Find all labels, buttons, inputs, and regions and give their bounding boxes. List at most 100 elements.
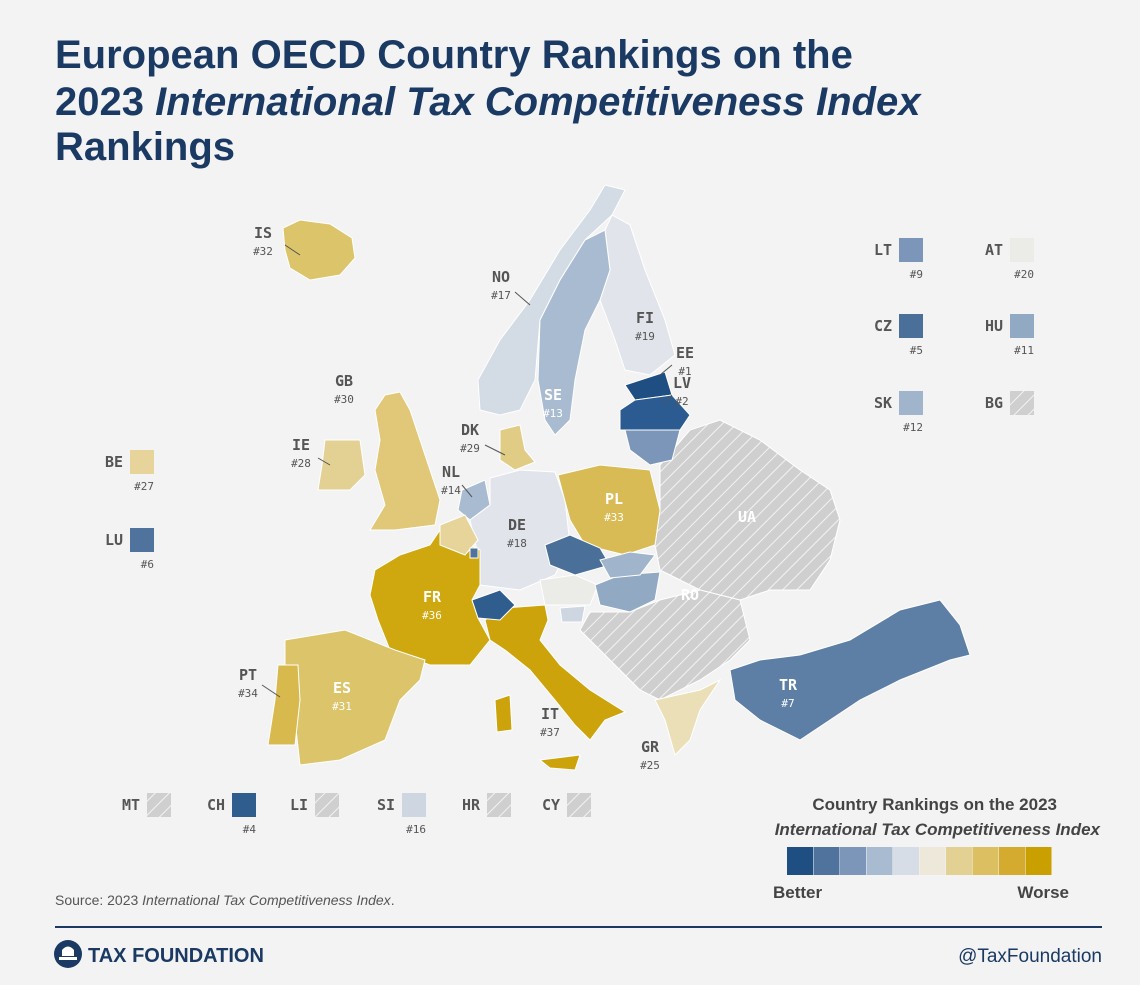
- country-code: LV: [673, 374, 691, 392]
- leader-line: [261, 684, 281, 698]
- country: [282, 219, 356, 281]
- source-suffix: .: [391, 892, 395, 908]
- country-rank: #18: [507, 537, 527, 550]
- title-line: European OECD Country Rankings on the: [55, 33, 853, 77]
- country-rank: #19: [635, 330, 655, 343]
- country-code: UA: [738, 508, 756, 526]
- box-swatch: [1010, 238, 1034, 262]
- labels: IS #32 NO #17 FI #19 EE #1LV #2 GB #30 IE #28 DK #29 SE…: [105, 224, 1034, 836]
- country-code: PT: [239, 666, 257, 684]
- country-code: EE: [676, 344, 694, 362]
- box-rank: #16: [406, 823, 426, 836]
- box-swatch: [315, 793, 339, 817]
- country: [471, 589, 516, 621]
- legend-title: Country Rankings on the 2023: [812, 795, 1057, 814]
- box-rank: #20: [1014, 268, 1034, 281]
- country: [537, 229, 611, 436]
- country-rank: #34: [238, 687, 258, 700]
- country-code: TR: [779, 676, 798, 694]
- box-code: BE: [105, 453, 123, 471]
- country-rank: #32: [253, 245, 273, 258]
- country: [267, 664, 301, 746]
- country-code: DK: [461, 421, 479, 439]
- box-code: CH: [207, 796, 225, 814]
- country-rank: #1: [678, 365, 691, 378]
- leader-line: [461, 484, 473, 498]
- footer-handle[interactable]: @TaxFoundation: [958, 946, 1102, 967]
- leader-line: [284, 244, 301, 256]
- map: [267, 184, 971, 771]
- country: [559, 605, 586, 623]
- box-swatch: [487, 793, 511, 817]
- box-code: MT: [122, 796, 140, 814]
- source: Source: 2023 International Tax Competiti…: [55, 892, 395, 908]
- legend-swatch: [866, 847, 893, 875]
- legend-worse: Worse: [1017, 883, 1069, 902]
- logo-dome: [59, 946, 77, 960]
- box-rank: #11: [1014, 344, 1034, 357]
- box-code: LU: [105, 531, 123, 549]
- country-rank: #30: [334, 393, 354, 406]
- country: [317, 439, 366, 491]
- country: [484, 604, 627, 771]
- country-rank: #36: [422, 609, 442, 622]
- country-code: SE: [544, 386, 562, 404]
- country-rank: #29: [460, 442, 480, 455]
- box-swatch: [899, 391, 923, 415]
- box-swatch: [130, 528, 154, 552]
- source-italic: International Tax Competitiveness Index: [142, 892, 392, 908]
- country: [729, 599, 971, 741]
- non-oecd-region: [579, 589, 751, 701]
- country-code: IE: [292, 436, 310, 454]
- legend-swatch: [1025, 847, 1052, 875]
- legend-swatch: [840, 847, 866, 875]
- title-line: 2023 International Tax Competitiveness I…: [55, 80, 922, 124]
- leader-line: [484, 444, 506, 456]
- box-code: LI: [290, 796, 308, 814]
- country: [499, 424, 536, 471]
- box-code: BG: [985, 394, 1003, 412]
- country-code: PL: [605, 490, 623, 508]
- country-code: FR: [423, 588, 442, 606]
- country-code: NO: [492, 268, 510, 286]
- box-swatch: [402, 793, 426, 817]
- country-rank: #17: [491, 289, 511, 302]
- legend-better: Better: [773, 883, 823, 902]
- country: [619, 394, 691, 431]
- box-rank: #9: [910, 268, 923, 281]
- country-code: GR: [641, 738, 660, 756]
- box-code: HU: [985, 317, 1003, 335]
- leader-line: [664, 394, 673, 403]
- country-rank: #14: [441, 484, 461, 497]
- box-swatch: [130, 450, 154, 474]
- country: [557, 464, 661, 556]
- country: [599, 214, 676, 376]
- box-code: LT: [874, 241, 892, 259]
- box-swatch: [567, 793, 591, 817]
- leader-line: [659, 364, 673, 376]
- title-year: 2023: [55, 80, 155, 124]
- legend-swatch: [787, 847, 813, 875]
- country: [624, 429, 681, 466]
- title-index: International Tax Competitiveness Index: [155, 80, 922, 124]
- box-rank: #6: [141, 558, 154, 571]
- legend-swatch: [813, 847, 840, 875]
- country: [469, 547, 479, 559]
- footer-brand: TAX FOUNDATION: [88, 945, 264, 967]
- country-rank: #7: [781, 697, 794, 710]
- box-code: HR: [462, 796, 481, 814]
- box-rank: #12: [903, 421, 923, 434]
- box-rank: #4: [243, 823, 257, 836]
- country-code: FI: [636, 309, 654, 327]
- country-rank: #31: [332, 700, 352, 713]
- box-swatch: [899, 238, 923, 262]
- leader-line: [317, 457, 331, 466]
- box-swatch: [1010, 391, 1034, 415]
- leader-line: [514, 291, 531, 306]
- legend-swatch: [919, 847, 946, 875]
- box-code: SI: [377, 796, 395, 814]
- box-swatch: [232, 793, 256, 817]
- box-swatch: [147, 793, 171, 817]
- country-rank: #2: [675, 395, 688, 408]
